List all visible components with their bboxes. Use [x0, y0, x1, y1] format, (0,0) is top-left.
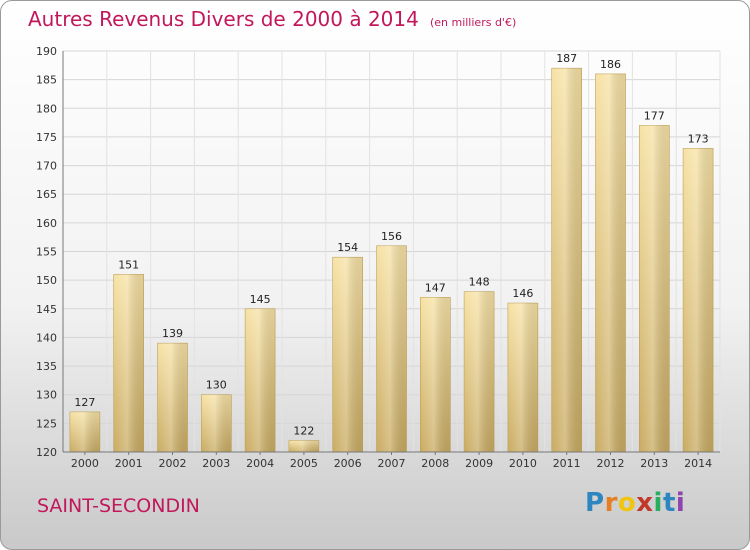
x-tick-label: 2002: [159, 457, 187, 470]
y-tick-label: 125: [36, 417, 57, 430]
data-label: 122: [293, 425, 314, 438]
y-tick-label: 185: [36, 74, 57, 87]
data-label: 177: [644, 109, 665, 122]
y-tick-label: 155: [36, 246, 57, 259]
bar-shine: [420, 297, 451, 452]
data-label: 139: [162, 327, 183, 340]
bar-shine: [201, 394, 232, 452]
y-tick-label: 165: [36, 188, 57, 201]
data-label: 145: [250, 293, 271, 306]
data-label: 173: [688, 132, 709, 145]
bar-shine: [332, 257, 363, 452]
location-name: SAINT-SECONDIN: [37, 495, 200, 517]
y-tick-label: 135: [36, 360, 57, 373]
x-tick-label: 2012: [597, 457, 625, 470]
logo-letter: x: [636, 488, 654, 518]
bar-shine: [639, 125, 670, 452]
bar-shine: [376, 245, 407, 452]
data-label: 187: [556, 52, 577, 65]
bar-shine: [683, 148, 714, 452]
bar-shine: [69, 411, 100, 452]
bar-shine: [551, 68, 582, 452]
x-tick-label: 2014: [684, 457, 712, 470]
data-label: 154: [337, 241, 358, 254]
data-label: 148: [469, 276, 490, 289]
y-tick-label: 160: [36, 217, 57, 230]
data-label: 127: [74, 396, 95, 409]
bar-shine: [288, 440, 319, 452]
x-tick-label: 2003: [202, 457, 230, 470]
x-tick-label: 2008: [421, 457, 449, 470]
x-tick-label: 2011: [553, 457, 581, 470]
data-label: 151: [118, 258, 139, 271]
logo-letter: t: [662, 488, 676, 518]
y-tick-label: 130: [36, 389, 57, 402]
logo-letter: i: [675, 488, 686, 518]
y-tick-label: 190: [36, 45, 57, 58]
y-tick-label: 170: [36, 160, 57, 173]
y-tick-label: 180: [36, 102, 57, 115]
logo-letter: r: [604, 488, 618, 518]
data-label: 146: [512, 287, 533, 300]
chart-title-block: Autres Revenus Divers de 2000 à 2014 (en…: [28, 7, 516, 31]
x-tick-label: 2004: [246, 457, 274, 470]
y-tick-label: 150: [36, 274, 57, 287]
y-tick-label: 175: [36, 131, 57, 144]
x-tick-label: 2001: [115, 457, 143, 470]
logo-letter: P: [585, 488, 605, 518]
bar-shine: [464, 291, 495, 452]
x-tick-label: 2007: [378, 457, 406, 470]
bar-shine: [113, 274, 144, 452]
y-tick-label: 145: [36, 303, 57, 316]
logo-letter: o: [617, 488, 637, 518]
data-label: 156: [381, 230, 402, 243]
bar-shine: [157, 343, 188, 452]
x-tick-label: 2010: [509, 457, 537, 470]
y-tick-label: 120: [36, 446, 57, 459]
x-tick-label: 2005: [290, 457, 318, 470]
chart-title: Autres Revenus Divers de 2000 à 2014: [28, 7, 419, 31]
x-tick-label: 2013: [640, 457, 668, 470]
chart-subtitle: (en milliers d'€): [429, 16, 517, 29]
logo-letter: i: [653, 488, 663, 518]
data-label: 147: [425, 281, 446, 294]
x-tick-label: 2000: [71, 457, 99, 470]
x-tick-label: 2009: [465, 457, 493, 470]
bar-shine: [507, 303, 538, 452]
data-label: 186: [600, 58, 621, 71]
bar-shine: [245, 308, 276, 452]
proxiti-logo: Proxiti: [585, 488, 685, 518]
data-label: 130: [206, 379, 227, 392]
bar-shine: [595, 73, 626, 453]
y-tick-label: 140: [36, 331, 57, 344]
x-tick-label: 2006: [334, 457, 362, 470]
